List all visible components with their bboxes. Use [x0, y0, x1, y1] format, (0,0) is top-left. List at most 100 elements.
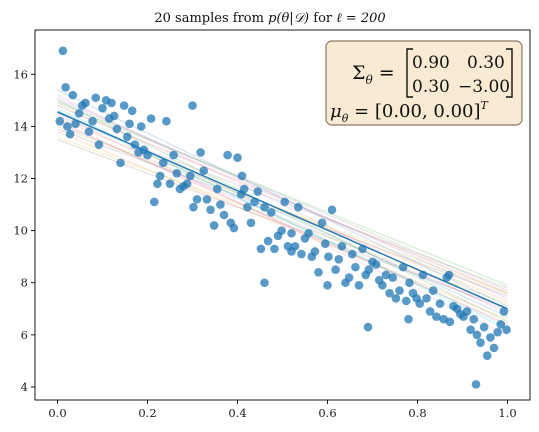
data-point [192, 195, 202, 204]
data-point [378, 281, 387, 290]
y-tick-label: 16 [13, 67, 28, 81]
data-point [398, 262, 408, 272]
data-point [320, 239, 330, 248]
data-point [331, 265, 340, 275]
x-tick-label: 0.8 [408, 406, 426, 420]
data-point [280, 197, 290, 207]
data-point [337, 241, 347, 251]
data-point [223, 150, 232, 160]
data-point [323, 281, 332, 290]
x-tick-label: 0.4 [228, 406, 246, 420]
data-point [125, 119, 134, 129]
data-point [297, 249, 306, 259]
data-point [472, 330, 482, 340]
data-point [385, 288, 394, 298]
data-point [388, 273, 398, 282]
data-point [199, 166, 209, 176]
data-point [270, 244, 279, 254]
data-point [206, 205, 215, 215]
data-point [239, 184, 249, 194]
y-tick-label: 12 [13, 172, 28, 186]
data-point [109, 111, 119, 121]
data-point [324, 252, 333, 261]
data-point [351, 262, 360, 272]
data-point [354, 281, 364, 290]
x-tick-label: 0.2 [138, 406, 156, 420]
title-prefix: 20 samples from [154, 11, 268, 26]
sample-line [57, 97, 508, 300]
data-point [84, 127, 94, 136]
data-points [55, 46, 511, 389]
data-point [462, 307, 472, 316]
x-tick-label: 0.6 [318, 406, 336, 420]
matrix-left-bracket [406, 48, 413, 98]
data-point [185, 171, 195, 181]
data-point [68, 90, 78, 100]
data-point [482, 351, 492, 361]
data-point [71, 119, 80, 129]
data-point [162, 116, 171, 126]
data-point [499, 307, 509, 316]
parameter-annotation-box: Σθ = 0.90 0.30 0.30 −3.00 μθ = [0.00, 0.… [325, 40, 523, 126]
data-point [391, 294, 401, 303]
sample-line [57, 123, 508, 313]
data-point [260, 202, 269, 212]
data-point [146, 114, 156, 123]
data-point [425, 307, 435, 316]
data-point [153, 179, 162, 189]
title-math: p(θ|𝒟) [268, 11, 309, 26]
data-point [371, 260, 381, 269]
data-point [94, 140, 104, 149]
data-point [202, 195, 212, 204]
data-point [55, 116, 65, 126]
data-point [415, 299, 425, 308]
data-point [263, 236, 273, 246]
data-point [404, 314, 413, 324]
axes-frame [34, 29, 531, 401]
data-point [432, 312, 441, 321]
data-point [165, 179, 175, 189]
data-point [237, 171, 247, 181]
y-tick-label: 6 [21, 328, 28, 342]
data-point [502, 325, 511, 334]
data-point [310, 247, 320, 256]
data-point [486, 333, 495, 342]
data-point [63, 122, 72, 131]
data-point [253, 187, 263, 196]
data-point [469, 314, 479, 324]
data-point [314, 268, 323, 277]
data-point [136, 122, 146, 131]
matrix-r0c0: 0.90 [412, 53, 450, 73]
sample-line [57, 128, 508, 297]
annotation-box [325, 40, 523, 126]
data-point [347, 249, 357, 259]
y-tick-label: 10 [13, 224, 28, 238]
data-point [196, 148, 205, 157]
mean-fit-line [57, 111, 508, 310]
data-point [107, 98, 116, 108]
data-point [466, 325, 475, 334]
data-point [476, 338, 485, 347]
data-point [119, 101, 129, 110]
data-point [471, 380, 481, 389]
data-point [363, 322, 373, 332]
sample-line [57, 112, 508, 336]
y-tick-label: 8 [21, 276, 28, 290]
data-point [155, 171, 165, 181]
matrix-r1c1: −3.00 [458, 77, 510, 97]
data-point [435, 299, 445, 308]
data-point [444, 270, 454, 280]
x-axis-ticks: 0.0 0.2 0.4 0.6 0.8 1.0 [48, 400, 517, 420]
matrix-r0c1: 0.30 [467, 53, 505, 73]
data-point [149, 197, 159, 207]
data-point [188, 101, 197, 110]
data-point [74, 109, 84, 118]
data-point [58, 46, 68, 56]
data-point [256, 244, 266, 254]
sample-line [57, 138, 508, 310]
data-point [395, 286, 404, 295]
data-point [209, 221, 219, 230]
data-point [405, 278, 414, 288]
data-point [212, 184, 222, 194]
